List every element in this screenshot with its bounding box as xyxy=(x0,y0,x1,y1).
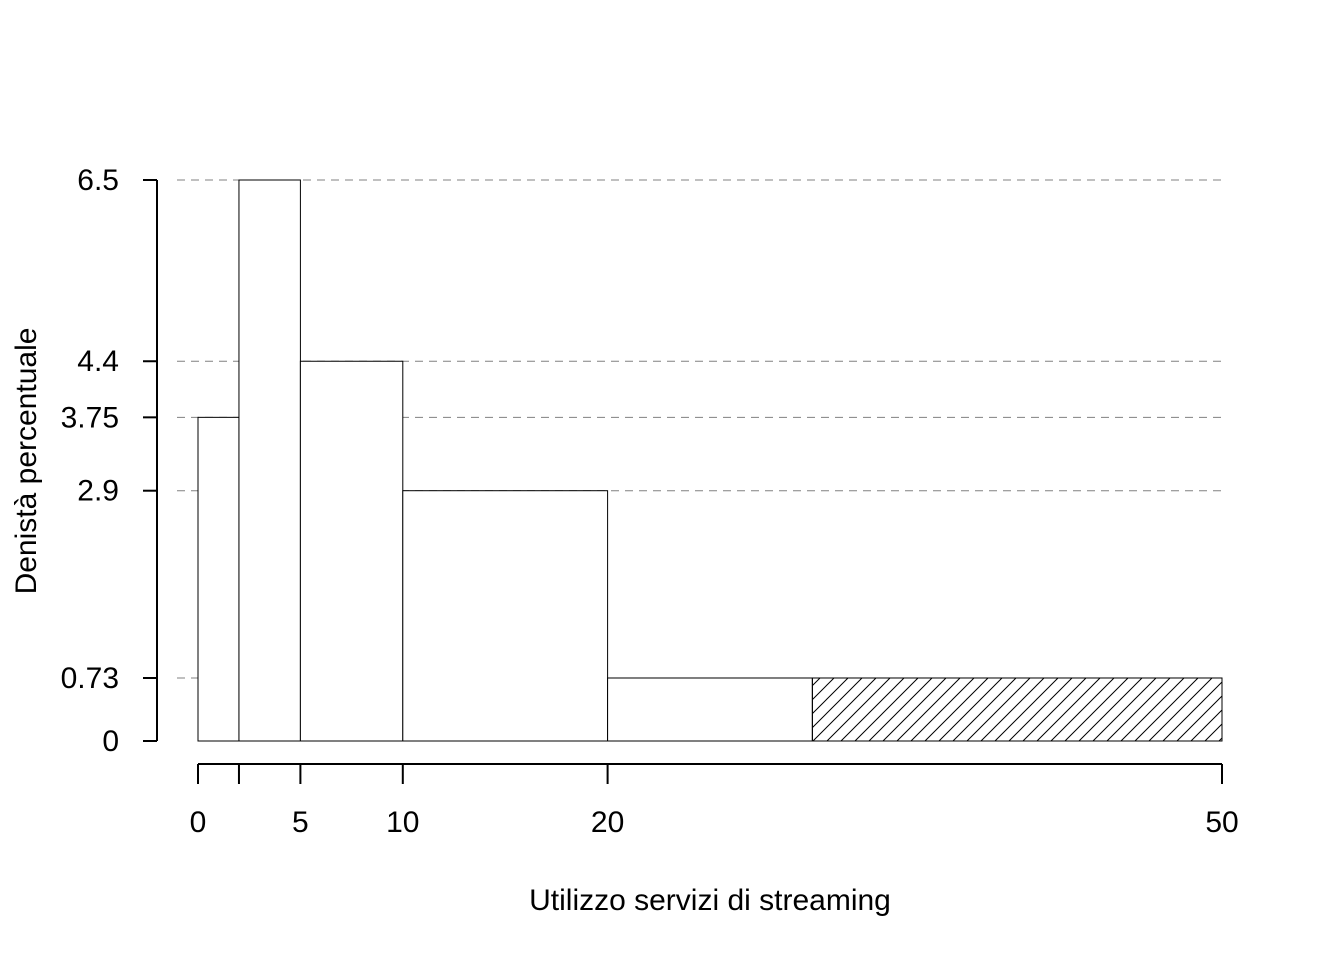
histogram-bar-1 xyxy=(238,179,301,742)
y-axis-title: Denistà percentuale xyxy=(10,328,43,595)
histogram-bar-4 xyxy=(607,677,813,742)
histogram-bar-2 xyxy=(299,360,404,742)
y-axis: 0 0.73 2.9 3.75 4.4 6.5 xyxy=(61,164,158,758)
y-tick-label-5: 6.5 xyxy=(77,164,119,197)
x-tick-label-4: 20 xyxy=(591,806,624,839)
histogram-bars xyxy=(197,179,1223,742)
x-tick-label-2: 5 xyxy=(292,806,309,839)
histogram-bar-0 xyxy=(197,416,240,742)
x-tick-label-3: 10 xyxy=(386,806,419,839)
y-tick-label-4: 4.4 xyxy=(77,345,119,378)
y-tick-label-1: 0.73 xyxy=(61,662,119,695)
histogram-bar-3 xyxy=(402,490,609,742)
x-axis: 0 5 10 20 50 xyxy=(190,763,1239,839)
y-tick-label-2: 2.9 xyxy=(77,475,119,508)
histogram-bar-hatch-5 xyxy=(811,677,1223,742)
y-tick-label-3: 3.75 xyxy=(61,401,119,434)
y-tick-label-0: 0 xyxy=(102,725,119,758)
x-tick-label-5: 50 xyxy=(1205,806,1238,839)
x-axis-title: Utilizzo servizi di streaming xyxy=(529,884,891,917)
x-tick-label-0: 0 xyxy=(190,806,207,839)
